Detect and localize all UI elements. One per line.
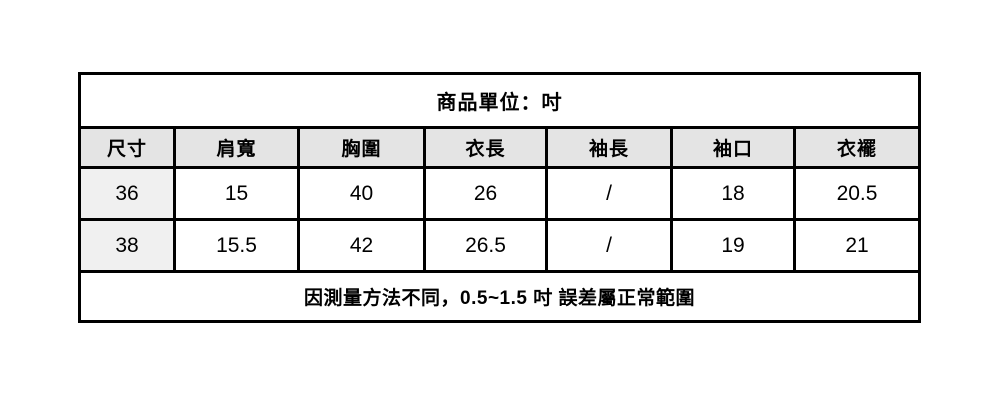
column-header-cuff: 袖口 <box>670 126 796 169</box>
data-cell: 26.5 <box>423 218 548 273</box>
data-cell: 18 <box>670 166 796 221</box>
data-cell: 15 <box>173 166 300 221</box>
data-cell: / <box>545 166 673 221</box>
column-header-sleeve-length: 袖長 <box>545 126 673 169</box>
data-cell: / <box>545 218 673 273</box>
table-title: 商品單位：吋 <box>77 72 922 129</box>
data-cell: 15.5 <box>173 218 300 273</box>
size-label-cell: 38 <box>78 218 176 273</box>
column-header-hem: 衣襬 <box>792 126 922 169</box>
column-header-shoulder: 肩寬 <box>173 126 300 169</box>
table-row-size-36: 36 15 40 26 / 18 20.5 <box>78 166 922 221</box>
column-header-chest: 胸圍 <box>297 126 426 169</box>
size-table: 商品單位：吋 尺寸 肩寬 胸圍 衣長 袖長 袖口 衣襬 36 15 40 26 … <box>77 72 922 323</box>
data-cell: 26 <box>423 166 548 221</box>
table-row-size-38: 38 15.5 42 26.5 / 19 21 <box>78 218 922 273</box>
table-header-row: 尺寸 肩寬 胸圍 衣長 袖長 袖口 衣襬 <box>78 126 922 169</box>
data-cell: 21 <box>792 218 922 273</box>
column-header-size: 尺寸 <box>78 126 176 169</box>
size-label-cell: 36 <box>78 166 176 221</box>
data-cell: 20.5 <box>792 166 922 221</box>
data-cell: 19 <box>670 218 796 273</box>
data-cell: 42 <box>297 218 426 273</box>
table-footnote: 因測量方法不同，0.5~1.5 吋 誤差屬正常範圍 <box>77 270 922 323</box>
data-cell: 40 <box>297 166 426 221</box>
table-title-row: 商品單位：吋 <box>77 72 922 129</box>
column-header-length: 衣長 <box>423 126 548 169</box>
table-footnote-row: 因測量方法不同，0.5~1.5 吋 誤差屬正常範圍 <box>77 270 922 323</box>
